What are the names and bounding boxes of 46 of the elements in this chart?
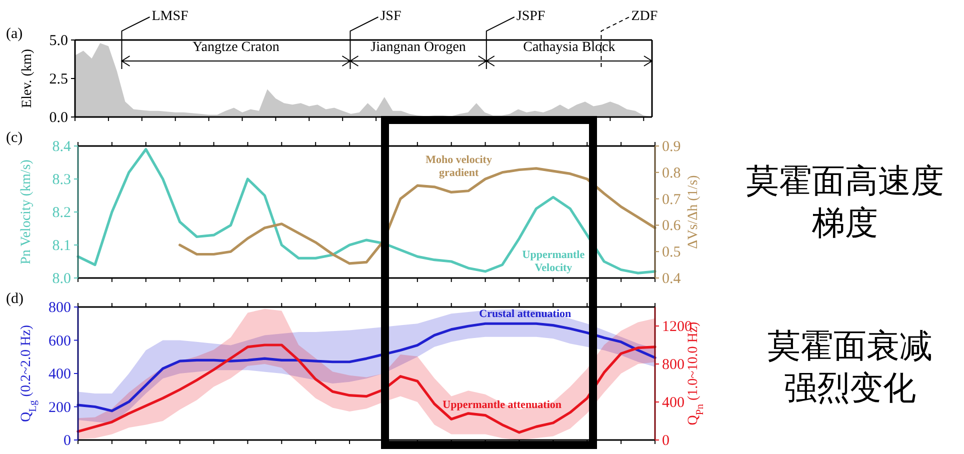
y-tick-label: 8.1: [52, 238, 71, 254]
y2-tick-label: 400: [662, 395, 684, 411]
series-label: Uppermantle Velocity: [522, 249, 585, 274]
y2-tick-label: 0.8: [662, 165, 681, 182]
text: 莫霍面衰减: [768, 327, 932, 364]
y2-tick-label: 0.7: [662, 192, 682, 208]
y2-tick-label: 0.6: [662, 218, 682, 234]
text: ZDF: [631, 9, 658, 24]
chart-title: (a): [6, 26, 23, 42]
y-tick-label: 5.0: [49, 33, 68, 49]
series-label: Moho velocity gradient: [426, 154, 492, 180]
y2-axis-title: ΔVs/Δh (1/s): [686, 174, 701, 249]
y2-tick-label: 0.5: [662, 244, 681, 261]
line-series: [178, 167, 656, 265]
y-tick-label: 8.0: [52, 271, 71, 287]
y2-tick-label: 0.4: [662, 271, 682, 287]
y-tick-label: 0: [64, 433, 71, 449]
y-axis-title: Elev. (km): [20, 48, 35, 108]
y-axis-title: Pn Velocity (km/s): [19, 159, 34, 264]
annotation: Yangtze Craton: [192, 40, 280, 55]
line-series: [76, 344, 656, 434]
y-tick-label: 8.3: [52, 172, 71, 188]
chart-title: (d): [6, 291, 24, 307]
y-tick-label: 0.0: [49, 110, 68, 126]
y-tick-label: 200: [48, 400, 71, 416]
y-tick-label: 2.5: [49, 72, 68, 88]
y2-tick-label: 0.9: [662, 139, 681, 155]
annotation: Cathaysia Block: [523, 40, 616, 55]
y-tick-label: 8.2: [52, 205, 71, 221]
y2-tick-label: 800: [662, 357, 684, 373]
text: JSPF: [516, 9, 546, 24]
annotation: Jiangnan Orogen: [370, 40, 466, 55]
text: 莫霍面高速度: [746, 162, 944, 199]
series-label: Crustal attenuation: [479, 308, 572, 320]
y-tick-label: 400: [48, 366, 71, 382]
series-label: Uppermantle attenuation: [442, 399, 562, 412]
line-series: [76, 148, 656, 274]
y2-tick-label: 0: [662, 433, 670, 449]
y-tick-label: 8.4: [52, 139, 72, 155]
text: JSF: [380, 9, 402, 24]
text: 梯度: [811, 204, 878, 241]
text: 强烈变化: [784, 369, 916, 406]
text: LMSF: [152, 9, 189, 24]
y-tick-label: 800: [48, 300, 71, 316]
chart-title: (c): [6, 130, 23, 146]
y-tick-label: 600: [48, 333, 71, 350]
